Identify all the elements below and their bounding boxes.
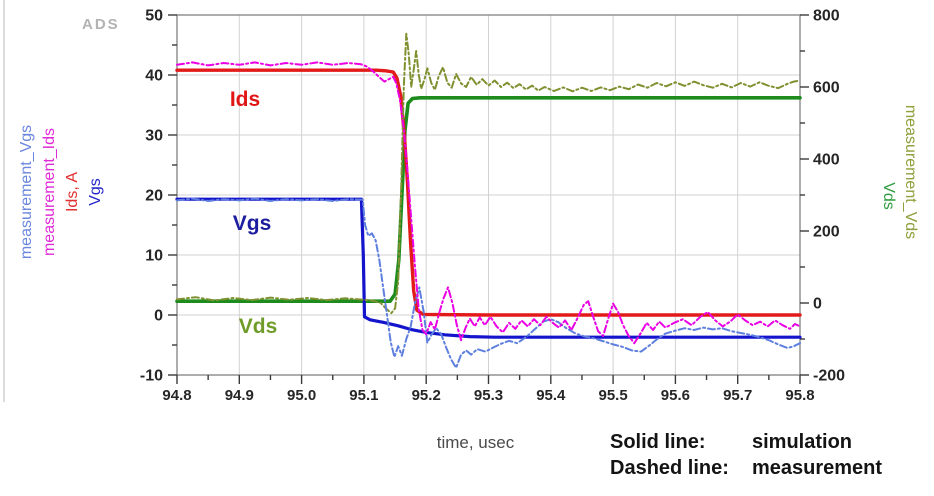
x-axis-title: time, usec bbox=[436, 433, 515, 452]
series-Ids_simulation bbox=[175, 68, 802, 317]
x-tick-label: 95.1 bbox=[349, 387, 378, 404]
series-Ids_measurement bbox=[176, 61, 801, 345]
right-tick-label: 200 bbox=[813, 224, 840, 241]
left-edge-divider bbox=[3, 0, 5, 402]
left-tick-label: 10 bbox=[145, 248, 163, 265]
left-axis-label-measurement-vgs: measurement_Vgs bbox=[18, 124, 35, 260]
x-tick-label: 95.6 bbox=[661, 387, 690, 404]
x-tick-label: 94.8 bbox=[162, 387, 191, 404]
x-tick-label: 95.8 bbox=[785, 387, 814, 404]
legend-solid-label: Solid line: bbox=[610, 431, 706, 453]
ads-watermark: ADS bbox=[82, 16, 120, 33]
x-tick-label: 95.0 bbox=[287, 387, 316, 404]
curve-label-vgs: Vgs bbox=[232, 212, 272, 235]
right-tick-label: 0 bbox=[813, 296, 822, 313]
right-tick-label: 800 bbox=[813, 8, 840, 25]
series-Vgs_simulation bbox=[175, 197, 802, 339]
series-Vgs_measurement bbox=[176, 197, 801, 369]
left-tick-label: 0 bbox=[154, 308, 163, 325]
left-axis-label-ids-a: Ids, A bbox=[64, 171, 81, 213]
x-tick-label: 95.2 bbox=[412, 387, 441, 404]
right-tick-label: 600 bbox=[813, 80, 840, 97]
x-tick-label: 95.7 bbox=[723, 387, 752, 404]
left-tick-label: 40 bbox=[145, 68, 163, 85]
curve-label-vds: Vds bbox=[238, 315, 278, 338]
curve-label-ids: Ids bbox=[229, 88, 261, 111]
right-axis-label-vds: Vds bbox=[880, 182, 897, 210]
legend-row-solid: Solid line: simulation bbox=[610, 429, 882, 455]
legend-dashed-value: measurement bbox=[752, 457, 883, 479]
legend-row-dashed: Dashed line: measurement bbox=[610, 455, 882, 481]
left-tick-label: -10 bbox=[140, 368, 163, 385]
legend-solid-value: simulation bbox=[752, 431, 853, 453]
x-tick-label: 94.9 bbox=[225, 387, 254, 404]
right-tick-label: -200 bbox=[813, 368, 845, 385]
left-tick-label: 20 bbox=[145, 188, 163, 205]
x-tick-label: 95.4 bbox=[536, 387, 566, 404]
left-axis-label-vgs: Vgs bbox=[87, 178, 104, 206]
series-Vds_simulation bbox=[175, 96, 802, 303]
legend-dashed-label: Dashed line: bbox=[610, 457, 729, 479]
x-tick-label: 95.3 bbox=[474, 387, 503, 404]
right-tick-label: 400 bbox=[813, 152, 840, 169]
left-tick-label: 30 bbox=[145, 128, 163, 145]
left-axis-label-measurement-ids: measurement_Ids bbox=[41, 127, 58, 257]
right-axis-label-measurement-vds: measurement_Vds bbox=[902, 104, 919, 240]
left-tick-label: 50 bbox=[145, 8, 163, 25]
x-tick-label: 95.5 bbox=[598, 387, 627, 404]
legend: Solid line: simulation Dashed line: meas… bbox=[610, 429, 882, 481]
